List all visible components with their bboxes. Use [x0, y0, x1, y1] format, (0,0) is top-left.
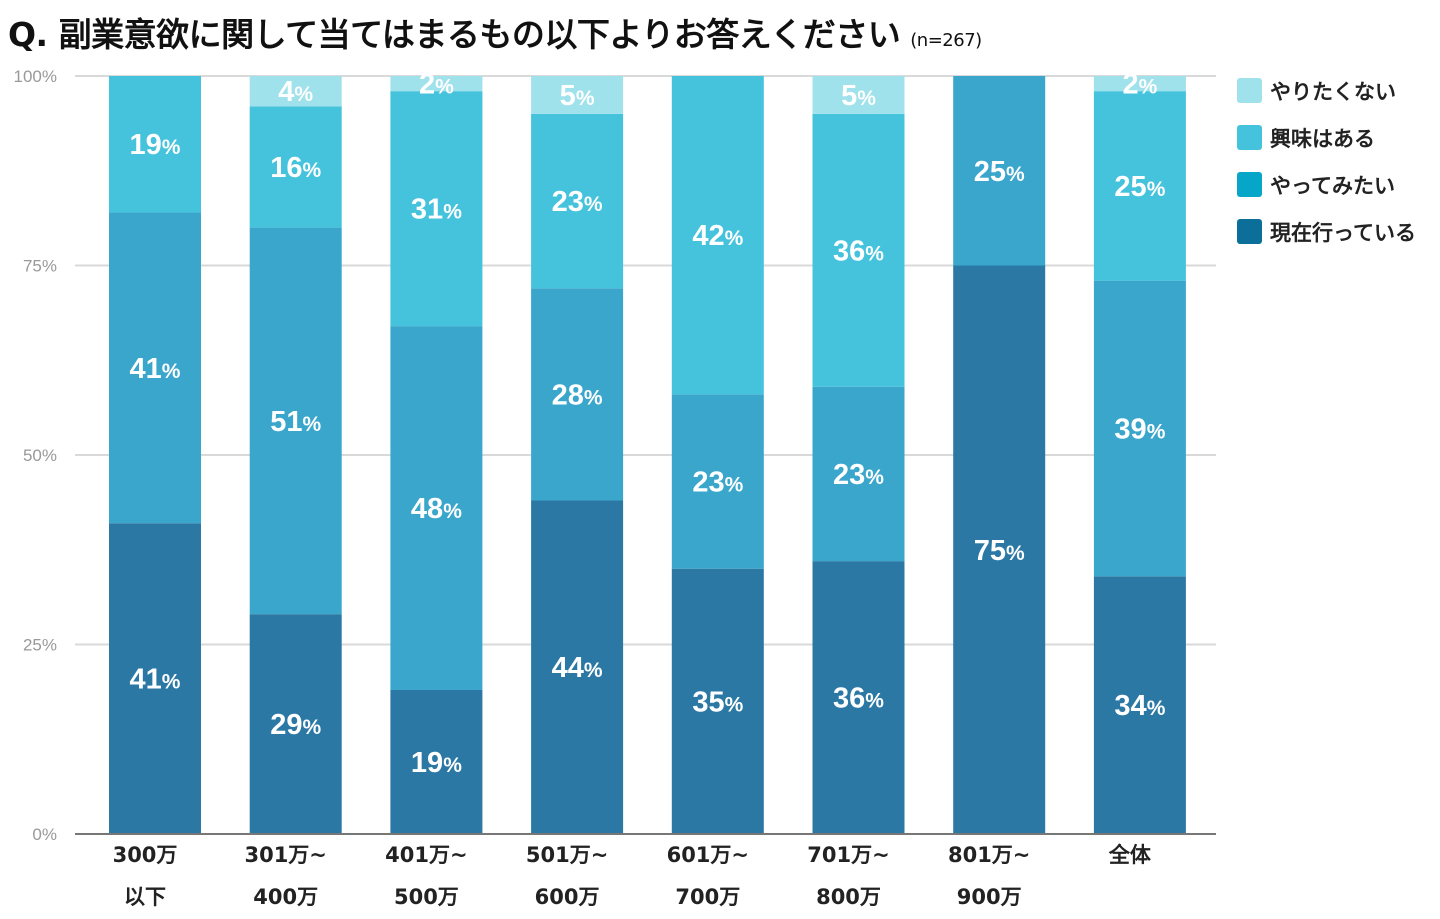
legend-swatch [1237, 78, 1262, 103]
data-label: 25% [974, 156, 1025, 188]
y-tick-label: 100% [14, 67, 57, 86]
x-tick-label: 800万 [816, 885, 881, 909]
data-label: 23% [692, 467, 743, 499]
x-tick-label: 300万 [113, 843, 178, 867]
x-tick-label: 700万 [675, 885, 740, 909]
chart-title: Q. 副業意欲に関して当てはまるもの以下よりお答えください (n=267) [8, 8, 982, 56]
chart-subtitle: (n=267) [910, 30, 982, 51]
bar-segment [531, 500, 624, 834]
bar-segment [249, 614, 342, 834]
legend-label: 興味はある [1270, 127, 1375, 151]
legend-label: やってみたい [1270, 174, 1395, 198]
x-tick-label: 701万~ [807, 843, 889, 867]
data-label: 42% [692, 220, 743, 252]
data-label: 41% [130, 664, 181, 696]
bar-segment [249, 76, 342, 107]
bar-segment [531, 288, 624, 501]
bar-segment [953, 265, 1046, 834]
data-label: 4% [278, 76, 313, 108]
bar-segment [812, 386, 905, 562]
x-tick-label: 以下 [124, 885, 166, 909]
x-tick-label: 401万~ [385, 843, 467, 867]
bar-segment [109, 523, 201, 834]
bar-segment [1093, 280, 1186, 577]
x-tick-label: 全体 [1108, 843, 1152, 867]
data-label: 5% [841, 80, 876, 112]
data-label: 36% [833, 683, 884, 715]
bar-segment [671, 394, 764, 569]
legend-label: 現在行っている [1270, 221, 1416, 245]
y-tick-label: 75% [23, 257, 57, 276]
bar-segment [812, 76, 905, 114]
x-tick-label: 801万~ [948, 843, 1030, 867]
bar-segment [249, 106, 342, 228]
x-tick-label: 501万~ [526, 843, 608, 867]
data-label: 23% [552, 186, 603, 218]
bar-segment [1093, 576, 1186, 834]
x-tick-label: 601万~ [667, 843, 749, 867]
data-label: 34% [1114, 690, 1165, 722]
legend-swatch [1237, 125, 1262, 150]
data-label: 19% [411, 747, 462, 779]
data-label: 39% [1114, 413, 1165, 445]
data-label: 44% [552, 652, 603, 684]
data-label: 25% [1114, 171, 1165, 203]
bar-segment [249, 227, 342, 615]
data-label: 75% [974, 535, 1025, 567]
legend-swatch [1237, 172, 1262, 197]
bar-segment [390, 91, 483, 327]
bar-segment [812, 561, 905, 834]
legend-swatch [1237, 219, 1262, 244]
x-tick-label: 301万~ [244, 843, 326, 867]
data-label: 51% [270, 406, 321, 438]
data-label: 5% [560, 80, 595, 112]
chart-title-text: Q. 副業意欲に関して当てはまるもの以下よりお答えください [8, 15, 901, 54]
x-tick-label: 500万 [394, 885, 459, 909]
bar-segment [390, 326, 483, 690]
bar-segment [953, 76, 1046, 266]
legend-label: やりたくない [1270, 80, 1396, 104]
data-label: 41% [130, 353, 181, 385]
data-label: 28% [552, 379, 603, 411]
bar-segment [812, 113, 905, 387]
data-label: 2% [419, 69, 454, 101]
x-tick-label: 400万 [253, 885, 318, 909]
x-tick-label: 600万 [535, 885, 600, 909]
bar-segment [671, 568, 764, 834]
bar-segment [1093, 91, 1186, 281]
y-tick-label: 25% [23, 636, 57, 655]
data-label: 16% [270, 152, 321, 184]
data-label: 2% [1122, 69, 1157, 101]
bar-segment [671, 76, 764, 395]
data-label: 23% [833, 459, 884, 491]
bar-segment [1093, 76, 1186, 92]
data-label: 35% [692, 686, 743, 718]
bar-segment [390, 76, 483, 92]
bar-segment [531, 113, 624, 289]
y-tick-label: 50% [23, 446, 57, 465]
data-label: 48% [411, 493, 462, 525]
data-label: 29% [270, 709, 321, 741]
bar-segment [109, 212, 201, 524]
data-label: 36% [833, 235, 884, 267]
bar-segment [390, 689, 483, 834]
bar-segment [109, 76, 201, 213]
data-label: 19% [130, 129, 181, 161]
bar-segment [531, 76, 624, 114]
data-label: 31% [411, 194, 462, 226]
y-tick-label: 0% [32, 825, 57, 844]
x-tick-label: 900万 [957, 885, 1022, 909]
